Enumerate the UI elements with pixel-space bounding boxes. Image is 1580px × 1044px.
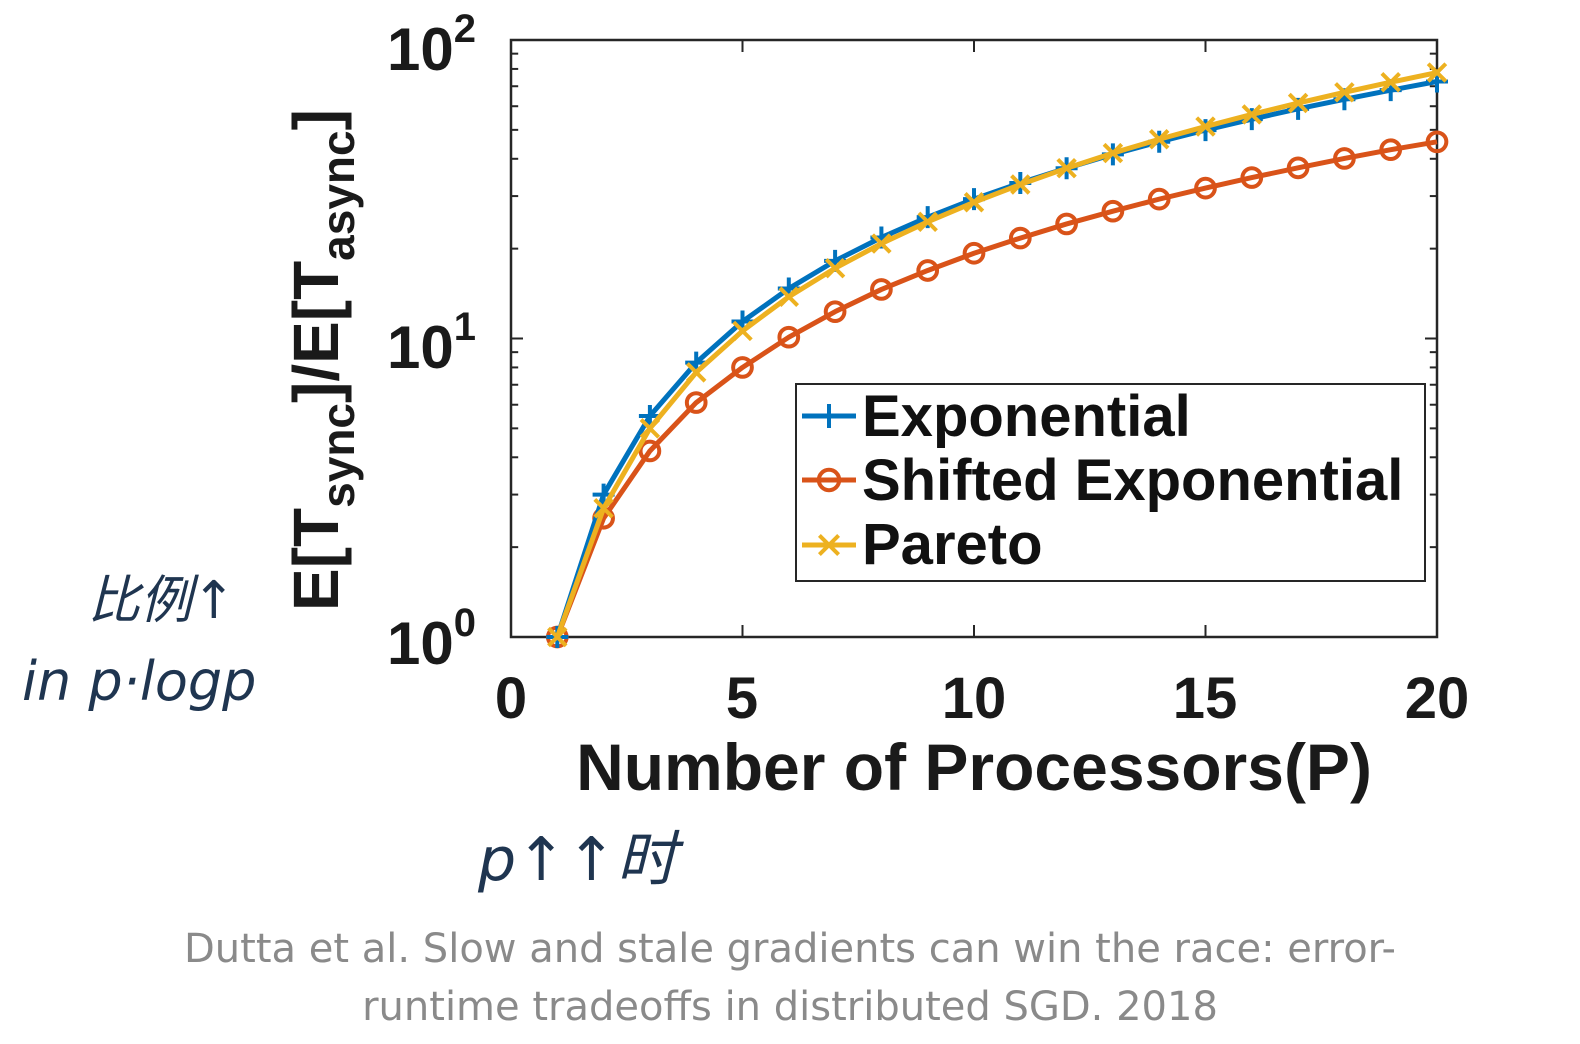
data-point-shifted-exponential xyxy=(1008,226,1032,250)
data-point-shifted-exponential xyxy=(1101,199,1125,223)
data-point-shifted-exponential xyxy=(731,356,754,379)
data-point-shifted-exponential xyxy=(1333,147,1356,170)
legend: Exponential Shifted Exponential Pareto xyxy=(795,383,1426,582)
data-point-pareto xyxy=(778,286,800,307)
x-tick-label-15: 15 xyxy=(1173,666,1238,731)
citation-caption-line-1: Dutta et al. Slow and stale gradients ca… xyxy=(184,926,1396,972)
data-point-pareto xyxy=(1426,62,1448,83)
data-point-pareto xyxy=(593,498,614,519)
x-tick-label-5: 5 xyxy=(726,666,758,731)
data-point-shifted-exponential xyxy=(1240,166,1264,189)
y-tick-label-100: 102 xyxy=(387,7,476,83)
legend-box xyxy=(795,383,1426,582)
data-point-shifted-exponential xyxy=(1147,187,1171,211)
handwritten-note-plogp: in p·logp xyxy=(22,650,256,713)
legend-label-shifted-exponential: Shifted Exponential xyxy=(862,448,1403,513)
data-point-pareto xyxy=(1380,72,1401,93)
data-point-pareto xyxy=(1287,92,1309,114)
y-tick-label-10: 101 xyxy=(387,305,476,381)
data-point-pareto xyxy=(1241,104,1263,125)
legend-marker-shifted-exponential xyxy=(816,467,842,493)
y-axis-title: E[Tsync]/E[Tasync] xyxy=(280,109,364,611)
x-axis-title: Number of Processors(P) xyxy=(576,730,1372,804)
data-point-shifted-exponential xyxy=(1055,212,1078,236)
legend-marker-pareto xyxy=(817,533,841,557)
handwritten-note-p-increase: p↑↑时 xyxy=(477,825,685,895)
data-point-shifted-exponential xyxy=(1194,176,1217,200)
data-point-shifted-exponential xyxy=(684,391,708,414)
data-point-pareto xyxy=(1010,174,1031,195)
data-point-pareto xyxy=(1148,129,1170,150)
y-tick-label-1: 100 xyxy=(387,601,476,677)
data-point-pareto xyxy=(732,320,753,342)
x-tick-label-20: 20 xyxy=(1405,666,1470,731)
legend-marker-exponential xyxy=(817,404,841,428)
data-point-pareto xyxy=(1195,116,1216,137)
data-point-pareto xyxy=(685,362,707,383)
legend-label-exponential: Exponential xyxy=(862,384,1191,449)
x-tick-label-0: 0 xyxy=(495,666,527,731)
data-point-shifted-exponential xyxy=(1379,138,1403,162)
data-point-shifted-exponential xyxy=(823,300,847,324)
data-point-pareto xyxy=(917,211,938,233)
data-point-shifted-exponential xyxy=(916,259,940,282)
data-point-pareto xyxy=(547,626,568,648)
data-point-shifted-exponential xyxy=(1425,130,1449,154)
legend-swatches xyxy=(802,404,856,557)
handwritten-note-ratio: 比例↑ xyxy=(88,571,236,631)
data-point-pareto xyxy=(1056,157,1077,179)
x-tick-label-10: 10 xyxy=(942,666,1007,731)
data-point-pareto xyxy=(1102,142,1124,164)
data-point-pareto xyxy=(1334,82,1355,103)
citation-caption-line-2: runtime tradeoffs in distributed SGD. 20… xyxy=(362,984,1218,1030)
data-point-shifted-exponential xyxy=(962,241,986,265)
legend-label-pareto: Pareto xyxy=(862,512,1043,577)
data-point-shifted-exponential xyxy=(777,325,801,349)
data-point-pareto xyxy=(963,192,985,213)
data-point-pareto xyxy=(871,233,892,254)
data-point-pareto xyxy=(824,257,846,279)
data-point-shifted-exponential xyxy=(638,439,662,463)
data-point-shifted-exponential xyxy=(870,278,893,301)
series-lines xyxy=(545,62,1449,649)
data-point-pareto xyxy=(639,418,661,439)
axis-ticks xyxy=(510,39,1438,638)
data-point-shifted-exponential xyxy=(1286,156,1310,180)
